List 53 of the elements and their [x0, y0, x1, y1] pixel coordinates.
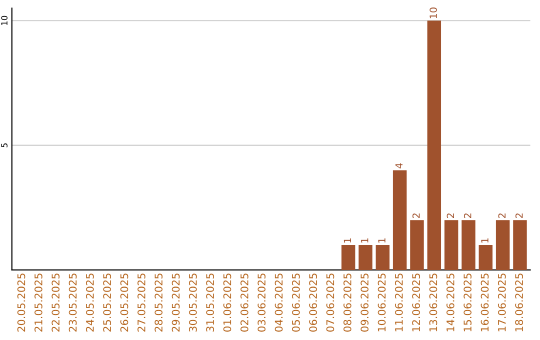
x-tick-label: 13.06.2025 — [429, 274, 438, 332]
y-tick-label: 5 — [1, 143, 8, 148]
x-tick-label: 06.06.2025 — [309, 274, 318, 332]
bar — [392, 170, 407, 270]
x-tick-label: 14.06.2025 — [446, 274, 454, 332]
bar — [427, 20, 442, 270]
data-label: 1 — [344, 238, 352, 243]
data-label: 1 — [361, 238, 368, 243]
x-tick-label: 23.05.2025 — [68, 274, 77, 332]
data-label: 10 — [430, 8, 437, 18]
x-tick-label: 09.06.2025 — [360, 274, 369, 332]
x-tick-label: 30.05.2025 — [188, 274, 197, 332]
bar — [444, 220, 458, 270]
x-tick-label: 24.05.2025 — [86, 274, 94, 332]
bar — [376, 245, 390, 270]
x-tick-label: 27.05.2025 — [137, 274, 146, 332]
x-tick-label: 05.06.2025 — [292, 274, 300, 332]
x-tick-label: 31.05.2025 — [206, 274, 214, 332]
bar — [478, 245, 493, 270]
data-label: 2 — [464, 213, 472, 218]
x-tick-label: 01.06.2025 — [223, 274, 232, 332]
bar — [341, 245, 356, 270]
x-tick-label: 16.06.2025 — [480, 274, 489, 332]
data-label: 1 — [481, 238, 488, 243]
bar — [462, 220, 476, 270]
x-tick-label: 22.05.2025 — [52, 274, 60, 332]
x-tick-label: 20.05.2025 — [17, 274, 26, 332]
bar — [358, 245, 372, 270]
data-label: 4 — [395, 163, 403, 168]
x-tick-label: 26.05.2025 — [120, 274, 128, 332]
x-tick-label: 04.06.2025 — [274, 274, 283, 332]
data-label: 2 — [498, 213, 506, 218]
x-tick-label: 28.05.2025 — [154, 274, 163, 332]
x-tick-label: 17.06.2025 — [498, 274, 506, 332]
data-label: 2 — [412, 213, 420, 218]
x-tick-label: 10.06.2025 — [378, 274, 386, 332]
x-tick-label: 07.06.2025 — [326, 274, 334, 332]
bar — [513, 220, 527, 270]
bar — [496, 220, 510, 270]
x-tick-label: 29.05.2025 — [172, 274, 180, 332]
x-tick-label: 21.05.2025 — [34, 274, 42, 332]
x-tick-label: 03.06.2025 — [258, 274, 266, 332]
data-label: 2 — [446, 213, 454, 218]
x-tick-label: 18.06.2025 — [515, 274, 524, 332]
x-tick-label: 12.06.2025 — [412, 274, 420, 332]
x-tick-label: 11.06.2025 — [394, 274, 403, 332]
x-tick-label: 02.06.2025 — [240, 274, 248, 332]
x-tick-label: 08.06.2025 — [343, 274, 352, 332]
data-label: 1 — [378, 238, 386, 243]
x-tick-label: 15.06.2025 — [464, 274, 472, 332]
data-label: 2 — [515, 213, 523, 218]
bar — [410, 220, 424, 270]
x-tick-label: 25.05.2025 — [103, 274, 112, 332]
